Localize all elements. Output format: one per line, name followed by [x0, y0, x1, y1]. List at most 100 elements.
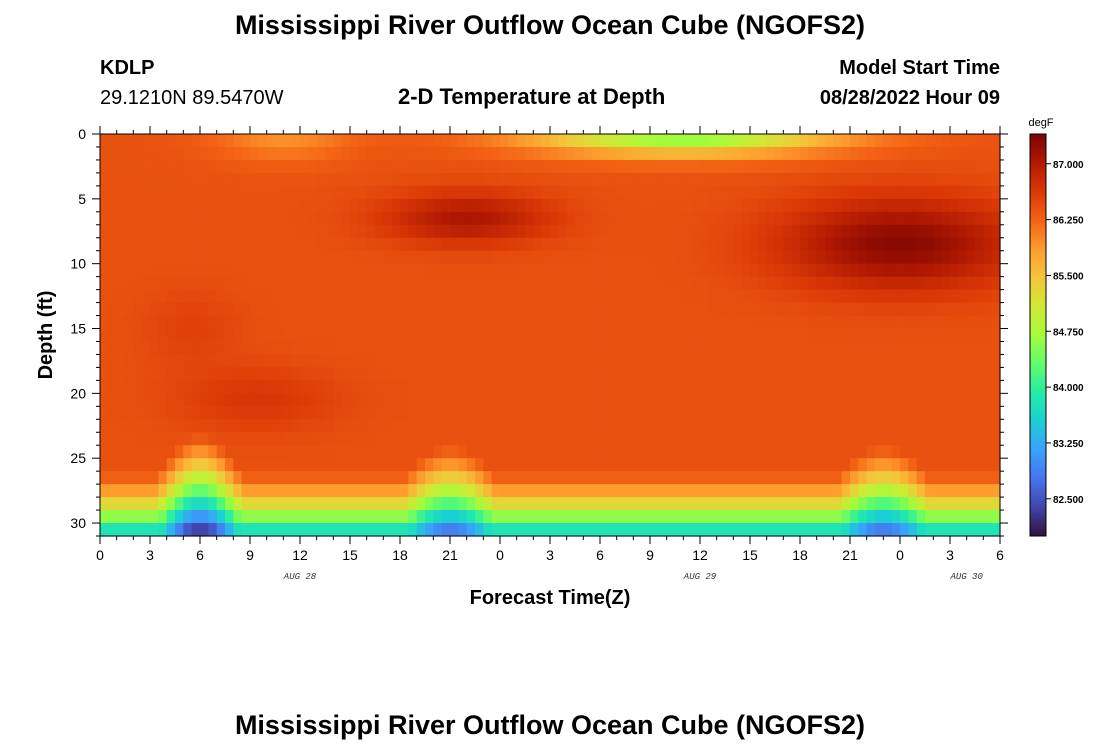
heatmap-cell: [425, 341, 434, 356]
heatmap-cell: [425, 497, 434, 511]
heatmap-cell: [433, 250, 443, 265]
heatmap-cell: [166, 159, 176, 174]
heatmap-cell: [883, 211, 893, 226]
heatmap-cell: [150, 250, 159, 265]
heatmap-cell: [658, 302, 668, 317]
heatmap-cell: [958, 484, 968, 498]
heatmap-cell: [733, 380, 743, 394]
heatmap-cell: [266, 237, 276, 252]
heatmap-cell: [308, 276, 318, 291]
heatmap-cell: [875, 354, 884, 369]
heatmap-cell: [216, 510, 226, 524]
heatmap-cell: [883, 328, 893, 343]
heatmap-cell: [233, 445, 243, 459]
heatmap-cell: [883, 263, 893, 278]
heatmap-cell: [708, 328, 718, 343]
heatmap-cell: [883, 289, 893, 304]
heatmap-cell: [325, 159, 334, 174]
heatmap-cell: [708, 471, 718, 485]
heatmap-cell: [491, 406, 501, 420]
heatmap-cell: [575, 432, 584, 446]
heatmap-cell: [775, 445, 784, 459]
heatmap-cell: [708, 419, 718, 433]
heatmap-cell: [558, 224, 568, 239]
heatmap-cell: [700, 185, 709, 200]
heatmap-cell: [333, 276, 343, 291]
heatmap-cell: [516, 341, 526, 356]
heatmap-cell: [533, 250, 543, 265]
heatmap-cell: [166, 146, 176, 161]
heatmap-cell: [133, 211, 143, 226]
heatmap-cell: [691, 380, 701, 394]
heatmap-cell: [291, 302, 301, 317]
heatmap-cell: [966, 432, 976, 446]
heatmap-cell: [541, 445, 551, 459]
heatmap-cell: [208, 484, 218, 498]
heatmap-cell: [275, 445, 284, 459]
heatmap-cell: [900, 302, 909, 317]
heatmap-cell: [700, 237, 709, 252]
heatmap-cell: [766, 198, 776, 213]
heatmap-cell: [566, 211, 576, 226]
heatmap-cell: [850, 198, 859, 213]
heatmap-cell: [975, 471, 984, 485]
heatmap-cell: [200, 484, 209, 498]
heatmap-cell: [408, 289, 418, 304]
heatmap-cell: [808, 224, 818, 239]
heatmap-cell: [983, 445, 993, 459]
heatmap-cell: [225, 224, 234, 239]
heatmap-cell: [141, 159, 151, 174]
heatmap-cell: [333, 328, 343, 343]
heatmap-cell: [825, 315, 834, 330]
heatmap-cell: [641, 315, 651, 330]
heatmap-cell: [541, 510, 551, 524]
heatmap-cell: [791, 159, 801, 174]
heatmap-cell: [758, 198, 768, 213]
heatmap-cell: [425, 276, 434, 291]
heatmap-cell: [525, 445, 534, 459]
heatmap-cell: [400, 458, 409, 472]
heatmap-cell: [750, 263, 759, 278]
heatmap-cell: [133, 341, 143, 356]
heatmap-cell: [658, 380, 668, 394]
heatmap-cell: [241, 198, 251, 213]
heatmap-cell: [766, 406, 776, 420]
heatmap-cell: [491, 159, 501, 174]
heatmap-cell: [308, 302, 318, 317]
heatmap-cell: [450, 250, 459, 265]
heatmap-cell: [691, 497, 701, 511]
heatmap-cell: [866, 471, 876, 485]
heatmap-cell: [633, 134, 643, 148]
heatmap-cell: [491, 419, 501, 433]
heatmap-cell: [983, 237, 993, 252]
heatmap-cell: [425, 510, 434, 524]
heatmap-cell: [491, 185, 501, 200]
heatmap-cell: [341, 432, 351, 446]
heatmap-cell: [441, 224, 451, 239]
heatmap-cell: [933, 198, 943, 213]
heatmap-cell: [600, 458, 609, 472]
heatmap-cell: [758, 211, 768, 226]
heatmap-cell: [500, 146, 509, 161]
heatmap-cell: [508, 328, 518, 343]
heatmap-cell: [333, 250, 343, 265]
heatmap-cell: [591, 445, 601, 459]
heatmap-cell: [933, 172, 943, 187]
heatmap-cell: [458, 367, 468, 381]
heatmap-cell: [950, 471, 959, 485]
heatmap-cell: [200, 341, 209, 356]
heatmap-cell: [416, 510, 426, 524]
heatmap-cell: [425, 263, 434, 278]
heatmap-cell: [441, 198, 451, 213]
heatmap-cell: [641, 393, 651, 407]
heatmap-cell: [641, 185, 651, 200]
heatmap-cell: [900, 484, 909, 498]
heatmap-cell: [766, 380, 776, 394]
heatmap-cell: [741, 458, 751, 472]
heatmap-cell: [541, 419, 551, 433]
heatmap-cell: [641, 419, 651, 433]
heatmap-cell: [716, 172, 726, 187]
heatmap-cell: [666, 263, 676, 278]
heatmap-cell: [775, 302, 784, 317]
heatmap-cell: [450, 458, 459, 472]
